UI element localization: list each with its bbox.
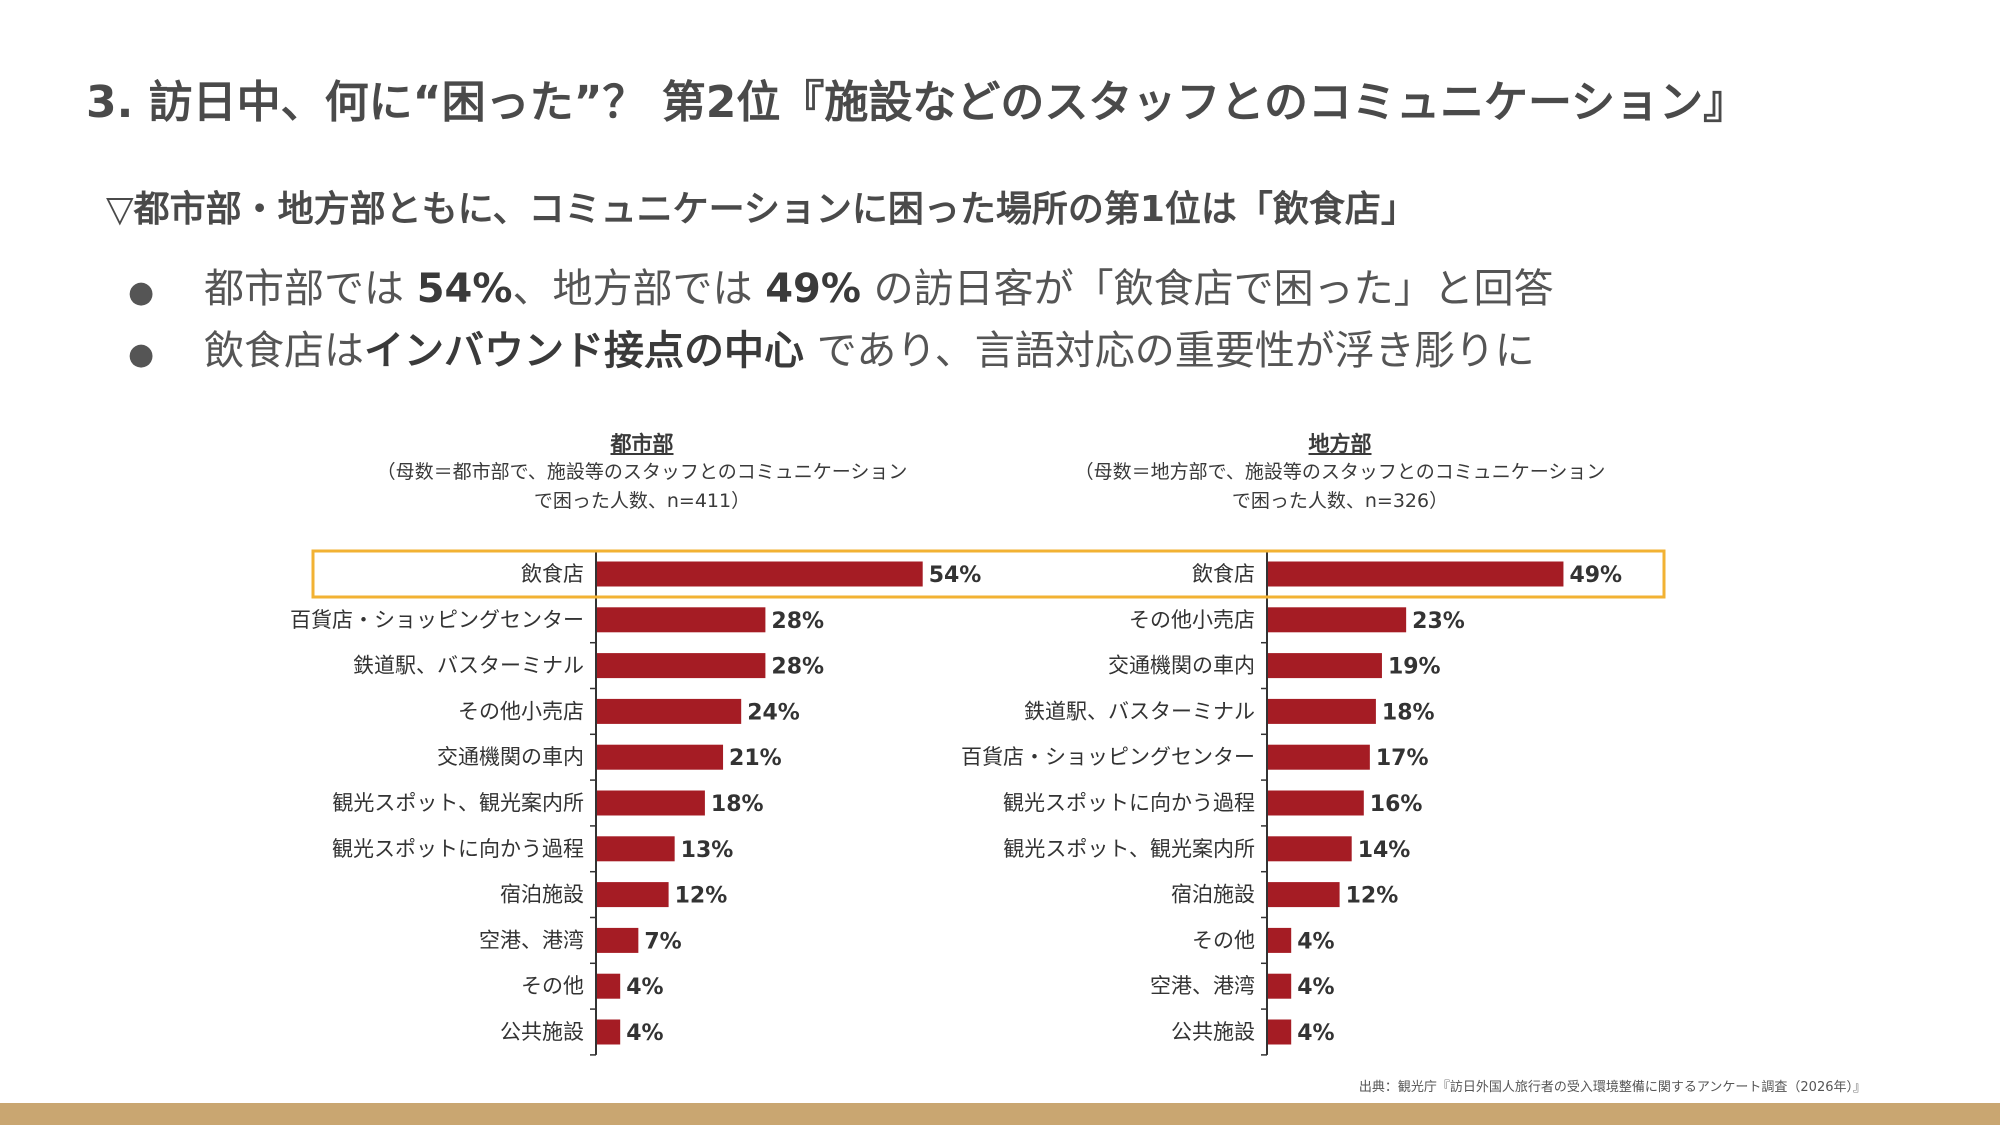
urban-value-label-2: 28%: [771, 609, 824, 634]
urban-value-label-9: 7%: [644, 929, 681, 954]
urban-category-label-9: 空港、港湾: [479, 928, 584, 952]
urban-bar-10: [596, 973, 621, 999]
rural-value-label-8: 12%: [1346, 884, 1399, 909]
urban-chart-header: 都市部 （母数＝都市部で、施設等のスタッフとのコミュニケーション で困った人数、…: [362, 430, 922, 516]
rural-chart-title: 地方部: [1308, 432, 1372, 456]
highlight-box: [311, 549, 1666, 599]
urban-category-label-11: 公共施設: [500, 1020, 584, 1044]
bullet1-urban-value: 54%: [416, 266, 513, 312]
urban-bar-7: [596, 836, 675, 862]
rural-bar-8: [1267, 882, 1340, 908]
rural-category-label-11: 公共施設: [1171, 1020, 1255, 1044]
rural-category-label-5: 百貨店・ショッピングセンター: [961, 745, 1255, 769]
urban-category-label-6: 観光スポット、観光案内所: [332, 791, 584, 815]
rural-category-label-7: 観光スポット、観光案内所: [1003, 837, 1255, 861]
rural-chart-note-1: （母数＝地方部で、施設等のスタッフとのコミュニケーション: [1074, 461, 1606, 483]
urban-value-label-4: 24%: [747, 700, 800, 725]
bullet-list: ● 都市部では 54%、地方部では 49% の訪日客が「飲食店で困った」と回答 ●…: [128, 258, 1554, 382]
rural-value-label-11: 4%: [1297, 1021, 1334, 1046]
urban-value-label-6: 18%: [711, 792, 764, 817]
rural-category-label-2: その他小売店: [1129, 608, 1255, 632]
urban-value-label-1: 54%: [929, 563, 982, 588]
rural-value-label-7: 14%: [1358, 838, 1411, 863]
rural-chart-header: 地方部 （母数＝地方部で、施設等のスタッフとのコミュニケーション で困った人数、…: [1060, 430, 1620, 516]
urban-bar-3: [596, 653, 766, 679]
bullet-item-1: ● 都市部では 54%、地方部では 49% の訪日客が「飲食店で困った」と回答: [128, 258, 1554, 320]
bullet2-text-a: 飲食店は: [204, 328, 364, 374]
urban-category-label-4: その他小売店: [458, 699, 584, 723]
rural-category-label-8: 宿泊施設: [1171, 883, 1255, 907]
bullet-mark: ●: [128, 275, 155, 310]
urban-bar-11: [596, 1019, 621, 1045]
rural-bar-5: [1267, 744, 1370, 770]
urban-category-label-7: 観光スポットに向かう過程: [332, 837, 584, 861]
urban-value-label-5: 21%: [729, 746, 782, 771]
rural-category-label-1: 飲食店: [1192, 562, 1255, 586]
bullet1-text-e: の訪日客が「飲食店で困った」と回答: [860, 266, 1554, 312]
rural-category-label-4: 鉄道駅、バスターミナル: [1024, 699, 1255, 723]
urban-chart-note-1: （母数＝都市部で、施設等のスタッフとのコミュニケーション: [376, 461, 908, 483]
rural-value-label-6: 16%: [1370, 792, 1423, 817]
urban-value-label-7: 13%: [681, 838, 734, 863]
rural-value-label-10: 4%: [1297, 975, 1334, 1000]
urban-bar-9: [596, 927, 639, 953]
urban-bar-4: [596, 698, 742, 724]
urban-chart-title: 都市部: [610, 432, 674, 456]
rural-bar-10: [1267, 973, 1292, 999]
rural-bar-3: [1267, 653, 1382, 679]
rural-value-label-3: 19%: [1388, 655, 1441, 680]
urban-category-label-1: 飲食店: [521, 562, 584, 586]
rural-value-label-2: 23%: [1412, 609, 1465, 634]
urban-category-label-8: 宿泊施設: [500, 883, 584, 907]
footer-bar: [0, 1103, 2000, 1125]
bullet1-text-a: 都市部では: [204, 266, 417, 312]
urban-bar-5: [596, 744, 724, 770]
slide-title: 3. 訪日中、何に“困った”？ 第2位『施設などのスタッフとのコミュニケーション…: [86, 77, 1748, 128]
urban-value-label-8: 12%: [675, 884, 728, 909]
rural-value-label-5: 17%: [1376, 746, 1429, 771]
urban-value-label-3: 28%: [771, 655, 824, 680]
rural-bar-9: [1267, 927, 1292, 953]
rural-bar-6: [1267, 790, 1364, 816]
urban-chart-note-2: で困った人数、n=411）: [533, 490, 751, 512]
bullet2-text-c: であり、言語対応の重要性が浮き彫りに: [804, 328, 1535, 374]
rural-value-label-9: 4%: [1297, 929, 1334, 954]
rural-category-label-6: 観光スポットに向かう過程: [1003, 791, 1255, 815]
bullet1-rural-value: 49%: [765, 266, 861, 312]
rural-value-label-1: 49%: [1569, 563, 1622, 588]
rural-category-label-9: その他: [1192, 928, 1255, 952]
rural-category-label-3: 交通機関の車内: [1108, 654, 1255, 678]
urban-category-label-5: 交通機関の車内: [437, 745, 584, 769]
slide-subtitle: ▽都市部・地方部ともに、コミュニケーションに困った場所の第1位は「飲食店」: [106, 189, 1417, 230]
urban-category-label-2: 百貨店・ショッピングセンター: [290, 608, 584, 632]
urban-value-label-11: 4%: [626, 1021, 663, 1046]
urban-bar-6: [596, 790, 705, 816]
bullet2-emphasis: インバウンド接点の中心: [364, 328, 804, 374]
bullet1-text-c: 、地方部では: [512, 266, 766, 312]
rural-bar-2: [1267, 607, 1407, 633]
rural-bar-7: [1267, 836, 1352, 862]
bullet-item-2: ● 飲食店はインバウンド接点の中心 であり、言語対応の重要性が浮き彫りに: [128, 320, 1554, 382]
source-note: 出典：観光庁『訪日外国人旅行者の受入環境整備に関するアンケート調査（2026年）…: [1358, 1080, 1866, 1095]
rural-bar-4: [1267, 698, 1376, 724]
rural-chart-note-2: で困った人数、n=326）: [1231, 490, 1449, 512]
rural-value-label-4: 18%: [1382, 700, 1435, 725]
urban-category-label-3: 鉄道駅、バスターミナル: [353, 654, 584, 678]
rural-category-label-10: 空港、港湾: [1150, 974, 1255, 998]
rural-bar-1: [1267, 561, 1564, 587]
bullet-mark: ●: [128, 337, 155, 372]
urban-value-label-10: 4%: [626, 975, 663, 1000]
urban-category-label-10: その他: [521, 974, 584, 998]
urban-bar-8: [596, 882, 669, 908]
rural-bar-11: [1267, 1019, 1292, 1045]
urban-bar-1: [596, 561, 923, 587]
urban-bar-2: [596, 607, 766, 633]
